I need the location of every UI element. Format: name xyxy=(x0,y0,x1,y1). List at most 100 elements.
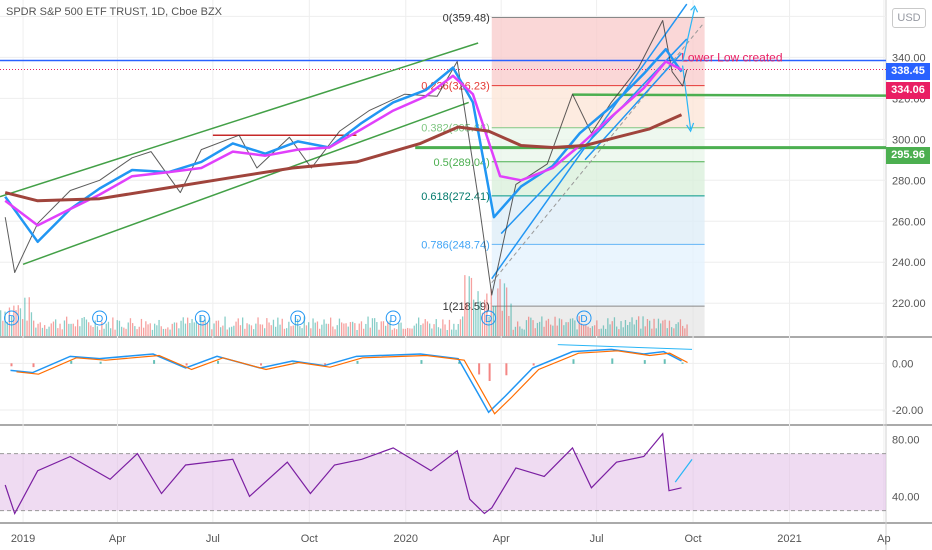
dividend-marker xyxy=(481,310,497,326)
price-tag-334: 334.06 xyxy=(886,82,930,99)
volume-bar xyxy=(657,318,660,336)
volume-bar xyxy=(624,320,627,336)
volume-bar xyxy=(675,323,677,336)
volume-bar xyxy=(13,305,15,336)
volume-bar xyxy=(587,326,589,336)
volume-bar xyxy=(224,316,226,336)
channel-upper xyxy=(0,42,479,198)
volume-bar xyxy=(616,326,618,336)
volume-bar xyxy=(646,318,649,336)
volume-bar xyxy=(556,325,558,336)
volume-bar xyxy=(222,325,224,336)
volume-bar xyxy=(4,311,6,336)
volume-bar xyxy=(305,325,308,336)
macd-tick-label: -20.00 xyxy=(892,405,923,417)
x-tick-label: 2020 xyxy=(394,533,418,545)
volume-bar xyxy=(429,323,431,336)
macd-histogram-bar xyxy=(488,363,491,381)
x-tick-label: 2019 xyxy=(11,533,35,545)
chart-title: SPDR S&P 500 ETF TRUST, 1D, Cboe BZX xyxy=(6,6,223,18)
volume-bar xyxy=(479,301,481,336)
volume-bar xyxy=(283,328,286,336)
dividend-marker-label: D xyxy=(199,314,206,325)
macd-histogram-bar xyxy=(532,363,535,366)
volume-bar xyxy=(77,319,79,336)
volume-bar xyxy=(671,327,673,336)
volume-bar xyxy=(46,328,48,336)
volume-bar xyxy=(330,317,332,336)
volume-bar xyxy=(347,326,349,336)
volume-bar xyxy=(244,328,246,336)
volume-bar xyxy=(633,324,635,336)
volume-bar xyxy=(554,316,556,336)
volume-bar xyxy=(607,318,609,336)
signal-line xyxy=(16,350,688,415)
x-tick-label: Oct xyxy=(301,533,318,545)
currency-button[interactable]: USD xyxy=(892,8,926,28)
volume-bar xyxy=(217,320,220,336)
volume-bar xyxy=(341,322,343,336)
volume-bar xyxy=(310,328,312,336)
macd-histogram-bar xyxy=(323,363,326,365)
volume-bar xyxy=(453,323,455,336)
volume-bar xyxy=(211,329,213,336)
volume-bar xyxy=(376,322,378,336)
volume-bar xyxy=(378,329,380,336)
volume-bar xyxy=(85,319,88,336)
volume-bar xyxy=(176,322,178,336)
volume-bar xyxy=(2,320,4,336)
volume-bar xyxy=(255,323,257,336)
volume-bar xyxy=(418,317,420,336)
volume-bar xyxy=(312,318,314,336)
volume-bar xyxy=(151,329,154,336)
volume-bar xyxy=(605,328,607,336)
rsi-pane xyxy=(0,432,886,516)
volume-bar xyxy=(640,328,642,336)
volume-bar xyxy=(569,318,572,336)
volume-bar xyxy=(272,319,275,336)
volume-bar xyxy=(288,321,290,336)
volume-bar xyxy=(618,329,620,336)
volume-bar xyxy=(242,317,244,336)
volume-bar xyxy=(352,321,354,336)
volume-bar xyxy=(374,318,376,336)
volume-bar xyxy=(523,329,525,336)
macd-histogram-bar xyxy=(356,360,359,364)
volume-bar xyxy=(598,329,600,336)
volume-bar xyxy=(299,326,301,336)
volume-bar xyxy=(550,324,552,336)
volume-bar xyxy=(158,319,160,336)
volume-bar xyxy=(327,323,330,336)
volume-bar xyxy=(631,317,633,336)
macd-histogram-bar xyxy=(217,360,220,364)
volume-bar xyxy=(371,318,374,336)
volume-bar xyxy=(68,323,70,336)
volume-bar xyxy=(173,322,176,336)
volume-bar xyxy=(125,328,127,336)
volume-bar xyxy=(0,310,2,336)
projection-arrow-up xyxy=(682,8,696,62)
volume-bar xyxy=(114,329,116,336)
price-tick-label: 260.00 xyxy=(892,216,926,228)
volume-bar xyxy=(96,326,99,336)
macd-histogram-bar xyxy=(420,360,423,364)
volume-bar xyxy=(202,320,204,336)
volume-bar xyxy=(292,325,294,336)
volume-bar xyxy=(413,325,415,336)
price-tick-label: 300.00 xyxy=(892,134,926,146)
volume-bar xyxy=(277,317,279,336)
volume-bar xyxy=(290,326,292,336)
volume-bar xyxy=(314,322,316,336)
volume-bar xyxy=(660,323,662,336)
volume-bar xyxy=(215,320,217,336)
volume-bar xyxy=(468,276,470,336)
volume-bar xyxy=(473,299,475,336)
volume-bar xyxy=(385,325,387,336)
volume-bar xyxy=(301,328,303,336)
trend-channels: Lower Low created xyxy=(0,3,887,280)
volume-bar xyxy=(495,306,497,336)
volume-bar xyxy=(6,321,8,336)
volume-bar xyxy=(136,329,138,336)
fib-level-label: 0.236(326.23) xyxy=(421,81,490,93)
